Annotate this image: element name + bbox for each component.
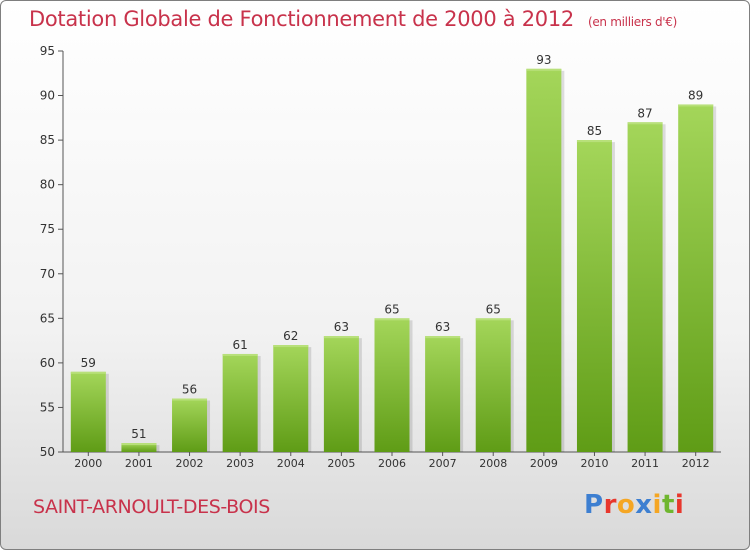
bar-highlight (121, 443, 157, 446)
bar (172, 398, 208, 452)
logo-letter: i (652, 490, 662, 520)
x-tick-label: 2010 (580, 457, 608, 470)
bar-highlight (70, 371, 106, 374)
x-tick-label: 2012 (682, 457, 710, 470)
bar-value-label: 87 (637, 106, 652, 120)
bar-highlight (222, 353, 258, 356)
bar-value-label: 59 (81, 356, 96, 370)
x-tick-label: 2006 (378, 457, 406, 470)
x-tick-label: 2002 (176, 457, 204, 470)
x-tick-label: 2001 (125, 457, 153, 470)
x-tick-label: 2004 (277, 457, 305, 470)
bar (576, 140, 612, 452)
bar-value-label: 93 (536, 53, 551, 67)
bar-highlight (172, 398, 208, 401)
bar (121, 443, 157, 452)
y-tick-label: 75 (40, 222, 55, 236)
logo-letter: r (603, 490, 617, 520)
x-tick-label: 2007 (429, 457, 457, 470)
bar-value-label: 89 (688, 88, 703, 102)
bar (425, 336, 461, 452)
commune-name: SAINT-ARNOULT-DES-BOIS (33, 496, 270, 518)
bar-value-label: 63 (435, 320, 450, 334)
x-tick-label: 2005 (327, 457, 355, 470)
bar (222, 353, 258, 452)
x-tick-label: 2008 (479, 457, 507, 470)
bar-highlight (273, 345, 309, 348)
y-tick-label: 80 (40, 178, 55, 192)
logo-letter: x (635, 490, 653, 520)
bar-value-label: 51 (131, 427, 146, 441)
bar (374, 318, 410, 452)
bar-highlight (526, 68, 562, 71)
bar (627, 122, 663, 453)
logo-letter: P (584, 490, 604, 520)
x-tick-label: 2000 (74, 457, 102, 470)
y-tick-label: 50 (40, 445, 55, 459)
chart-unit: (en milliers d'€) (587, 15, 677, 29)
bar-value-label: 63 (334, 320, 349, 334)
y-tick-label: 95 (40, 44, 55, 58)
y-tick-label: 70 (40, 267, 55, 281)
y-tick-label: 90 (40, 89, 55, 103)
logo-letter: t (661, 490, 675, 520)
bar-value-label: 65 (486, 302, 501, 316)
y-tick-label: 55 (40, 400, 55, 414)
bar-value-label: 85 (587, 124, 602, 138)
bar (70, 371, 106, 452)
bar-highlight (576, 140, 612, 143)
bar-value-label: 62 (283, 329, 298, 343)
bar-highlight (678, 104, 714, 107)
bar-highlight (374, 318, 410, 321)
x-tick-label: 2003 (226, 457, 254, 470)
bar-highlight (323, 336, 359, 339)
bar-value-label: 56 (182, 383, 197, 397)
bar-highlight (627, 122, 663, 125)
x-tick-label: 2011 (631, 457, 659, 470)
bar (526, 68, 562, 453)
chart-title: Dotation Globale de Fonctionnement de 20… (29, 7, 677, 31)
logo-letter: o (616, 490, 636, 520)
bar (273, 345, 309, 452)
y-tick-label: 65 (40, 311, 55, 325)
bar-highlight (425, 336, 461, 339)
bar-highlight (475, 318, 511, 321)
bar (475, 318, 511, 452)
logo-letter: i (674, 490, 685, 520)
y-tick-label: 60 (40, 356, 55, 370)
x-tick-label: 2009 (530, 457, 558, 470)
proxiti-logo[interactable]: Proxiti (584, 490, 684, 520)
chart-title-text: Dotation Globale de Fonctionnement de 20… (29, 7, 574, 31)
bar (323, 336, 359, 452)
y-tick-label: 85 (40, 133, 55, 147)
bar-value-label: 61 (233, 338, 248, 352)
bar (678, 104, 714, 452)
bar-value-label: 65 (384, 302, 399, 316)
